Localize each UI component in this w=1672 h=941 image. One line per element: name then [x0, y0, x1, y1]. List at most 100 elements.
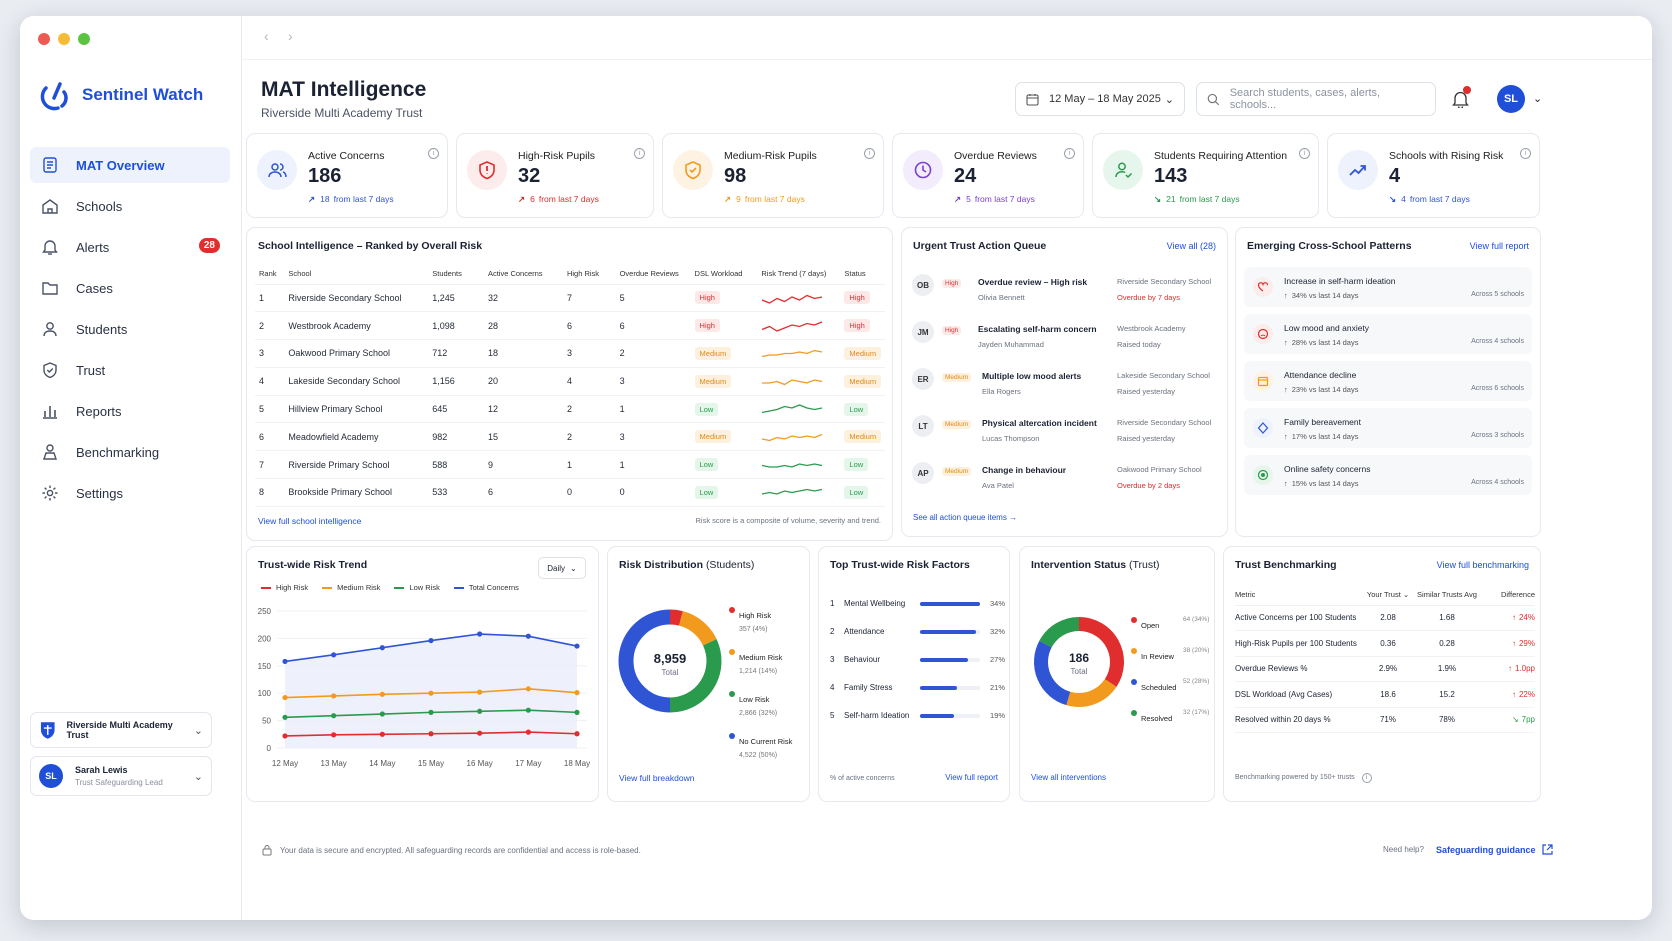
table-row[interactable]: 8 Brookside Primary School 533 6 0 0 Low Low: [255, 478, 885, 507]
sidebar-item-cases[interactable]: Cases: [30, 270, 230, 306]
table-row[interactable]: 3 Oakwood Primary School 712 18 3 2 Medium Medi…: [255, 339, 885, 368]
minimize-window-button[interactable]: [58, 33, 70, 45]
donut-slice-medium-risk[interactable]: [678, 611, 717, 646]
search-input[interactable]: Search students, cases, alerts, schools.…: [1196, 82, 1436, 116]
column-header[interactable]: High Risk: [566, 264, 620, 285]
back-arrow-icon[interactable]: ‹: [264, 28, 269, 44]
data-point[interactable]: [428, 731, 434, 737]
view-interventions-link[interactable]: View all interventions: [1031, 773, 1107, 782]
data-point[interactable]: [379, 645, 385, 651]
pattern-item[interactable]: Low mood and anxiety ↑ 28% vs last 14 days…: [1244, 314, 1532, 354]
data-point[interactable]: [379, 731, 385, 737]
data-point[interactable]: [428, 709, 434, 715]
info-icon[interactable]: i: [634, 148, 645, 159]
pattern-item[interactable]: Attendance decline ↑ 23% vs last 14 days Ac…: [1244, 361, 1532, 401]
data-point[interactable]: [574, 690, 580, 696]
data-point[interactable]: [331, 652, 337, 658]
risk-factor-row[interactable]: 1 Mental Wellbeing 34%: [830, 597, 1005, 617]
data-point[interactable]: [379, 691, 385, 697]
data-point[interactable]: [331, 713, 337, 719]
sidebar-item-trust[interactable]: Trust: [30, 352, 230, 388]
info-icon[interactable]: i: [1064, 148, 1075, 159]
kpi-card-schools-with-rising-risk[interactable]: Schools with Rising Risk 4 ↘ 4 from last 7 d…: [1327, 133, 1540, 218]
risk-factor-row[interactable]: 4 Family Stress 21%: [830, 681, 1005, 701]
data-point[interactable]: [574, 709, 580, 715]
kpi-card-high-risk-pupils[interactable]: High-Risk Pupils 32 ↗ 6 from last 7 days i: [456, 133, 654, 218]
donut-slice-in-review[interactable]: [1066, 678, 1117, 707]
column-header[interactable]: DSL Workload: [694, 264, 762, 285]
table-row[interactable]: 7 Riverside Primary School 588 9 1 1 Low Low: [255, 450, 885, 480]
queue-item[interactable]: AP Medium Change in behaviour Ava Patel Oakw…: [912, 456, 1212, 502]
data-point[interactable]: [477, 730, 483, 736]
view-school-intelligence-link[interactable]: View full school intelligence: [258, 516, 362, 526]
bench-column-header[interactable]: Metric: [1235, 585, 1363, 606]
user-avatar-button[interactable]: SL: [1497, 85, 1525, 113]
column-header[interactable]: Status: [844, 264, 885, 285]
date-range-picker[interactable]: 12 May – 18 May 2025 ⌄: [1015, 82, 1185, 116]
queue-item[interactable]: OB High Overdue review – High risk Olivia B…: [912, 268, 1212, 314]
donut-slice-open[interactable]: [1078, 617, 1124, 687]
bench-column-header[interactable]: Similar Trusts Avg: [1413, 585, 1481, 606]
bench-row[interactable]: Resolved within 20 days % 71% 78% ↘ 7pp: [1235, 707, 1535, 733]
info-icon[interactable]: i: [1361, 773, 1372, 783]
donut-slice-no-current-risk[interactable]: [618, 609, 671, 713]
queue-item[interactable]: LT Medium Physical altercation incident Luc…: [912, 409, 1212, 455]
info-icon[interactable]: i: [428, 148, 439, 159]
sidebar-item-alerts[interactable]: Alerts 28: [30, 229, 230, 265]
data-point[interactable]: [525, 633, 531, 639]
kpi-card-students-requiring-attention[interactable]: Students Requiring Attention 143 ↘ 21 from l…: [1092, 133, 1319, 218]
forward-arrow-icon[interactable]: ›: [288, 28, 293, 44]
data-point[interactable]: [477, 708, 483, 714]
close-window-button[interactable]: [38, 33, 50, 45]
kpi-card-overdue-reviews[interactable]: Overdue Reviews 24 ↗ 5 from last 7 days i: [892, 133, 1084, 218]
column-header[interactable]: Rank: [255, 264, 289, 285]
kpi-card-active-concerns[interactable]: Active Concerns 186 ↗ 18 from last 7 days i: [246, 133, 448, 218]
data-point[interactable]: [282, 658, 288, 665]
bench-column-header[interactable]: Your Trust ⌄: [1363, 585, 1413, 606]
info-icon[interactable]: i: [1520, 148, 1531, 159]
risk-factor-row[interactable]: 5 Self-harm Ideation 19%: [830, 709, 1005, 729]
pattern-item[interactable]: Family bereavement ↑ 17% vs last 14 days Ac…: [1244, 408, 1532, 448]
chevron-down-icon[interactable]: ⌄: [1533, 93, 1543, 105]
bench-row[interactable]: High-Risk Pupils per 100 Students 0.36 0.2…: [1235, 630, 1535, 657]
view-patterns-report-link[interactable]: View full report: [1469, 241, 1529, 251]
donut-slice-high-risk[interactable]: [669, 609, 683, 626]
pattern-item[interactable]: Increase in self-harm ideation ↑ 34% vs la…: [1244, 267, 1532, 307]
view-all-queue-link[interactable]: View all (28): [1166, 241, 1216, 251]
kpi-card-medium-risk-pupils[interactable]: Medium-Risk Pupils 98 ↗ 9 from last 7 days i: [662, 133, 884, 218]
column-header[interactable]: School: [288, 264, 433, 285]
table-row[interactable]: 5 Hillview Primary School 645 12 2 1 Low Low: [255, 395, 885, 424]
granularity-select[interactable]: Daily ⌄: [538, 557, 586, 579]
sidebar-item-schools[interactable]: Schools: [30, 188, 230, 224]
table-row[interactable]: 6 Meadowfield Academy 982 15 2 3 Medium Medium: [255, 422, 885, 452]
data-point[interactable]: [525, 707, 531, 713]
column-header[interactable]: Overdue Reviews: [619, 264, 695, 285]
data-point[interactable]: [428, 637, 434, 644]
table-row[interactable]: 1 Riverside Secondary School 1,245 32 7 5 High…: [255, 284, 885, 313]
queue-item[interactable]: ER Medium Multiple low mood alerts Ella Rog…: [912, 362, 1212, 408]
data-point[interactable]: [282, 694, 288, 701]
sidebar-item-settings[interactable]: Settings: [30, 475, 230, 511]
safeguarding-guidance-link[interactable]: Safeguarding guidance: [1436, 844, 1553, 855]
sidebar-item-reports[interactable]: Reports: [30, 393, 230, 429]
sidebar-item-benchmarking[interactable]: Benchmarking: [30, 434, 230, 470]
view-breakdown-link[interactable]: View full breakdown: [619, 773, 695, 783]
data-point[interactable]: [331, 732, 337, 738]
bench-row[interactable]: DSL Workload (Avg Cases) 18.6 15.2 ↑ 22%: [1235, 681, 1535, 708]
trust-selector[interactable]: Riverside Multi Academy Trust ⌄: [30, 712, 212, 748]
column-header[interactable]: Active Concerns: [487, 264, 567, 285]
user-card[interactable]: SL Sarah Lewis Trust Safeguarding Lead ⌄: [30, 756, 212, 796]
column-header[interactable]: Risk Trend (7 days): [761, 264, 845, 285]
data-point[interactable]: [574, 731, 580, 737]
bench-column-header[interactable]: Difference: [1481, 585, 1535, 606]
pattern-item[interactable]: Online safety concerns ↑ 15% vs last 14 da…: [1244, 455, 1532, 495]
risk-factor-row[interactable]: 2 Attendance 32%: [830, 625, 1005, 645]
view-benchmarking-link[interactable]: View full benchmarking: [1436, 560, 1529, 570]
maximize-window-button[interactable]: [78, 33, 90, 45]
sidebar-item-mat-overview[interactable]: MAT Overview: [30, 147, 230, 183]
data-point[interactable]: [477, 689, 483, 695]
bench-row[interactable]: Active Concerns per 100 Students 2.08 1.68…: [1235, 605, 1535, 631]
data-point[interactable]: [525, 686, 531, 692]
donut-slice-resolved[interactable]: [1039, 617, 1080, 648]
data-point[interactable]: [428, 690, 434, 696]
